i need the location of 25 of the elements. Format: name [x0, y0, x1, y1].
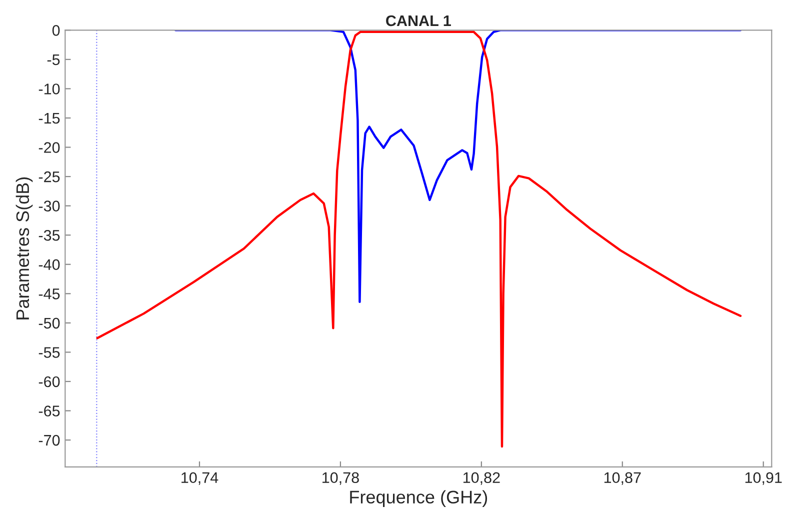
y-tick-label: -30: [38, 200, 60, 212]
x-tick-label: 10,74: [182, 472, 218, 485]
y-tick-label: -25: [38, 171, 60, 182]
y-tick-label: -35: [38, 230, 60, 241]
x-tick-label: 10,87: [604, 472, 641, 485]
y-tick-label: -70: [38, 434, 60, 446]
chart-title: CANAL 1: [386, 15, 451, 26]
y-tick-label: -10: [38, 84, 60, 94]
x-tick-label: 10,91: [745, 472, 782, 485]
y-tick-label: -50: [38, 318, 60, 329]
y-tick-label: -20: [38, 142, 60, 153]
y-tick-label: -60: [38, 376, 60, 388]
line-series: [96, 30, 742, 448]
y-axis-title: Parametres S(dB): [16, 177, 33, 320]
y-tick-label: -5: [47, 54, 60, 66]
x-tick-label: 10,78: [322, 472, 359, 485]
y-tick-label: -15: [38, 113, 60, 124]
x-tick-label: 10,82: [463, 472, 500, 485]
y-tick-label: -45: [38, 288, 60, 300]
line-series: [174, 30, 742, 303]
y-tick-label: -55: [38, 347, 60, 358]
x-axis-title: Frequence (GHz): [350, 490, 488, 508]
y-tick-label: 0: [52, 25, 60, 36]
y-tick-label: -65: [38, 406, 60, 416]
y-tick-label: -40: [38, 259, 60, 270]
